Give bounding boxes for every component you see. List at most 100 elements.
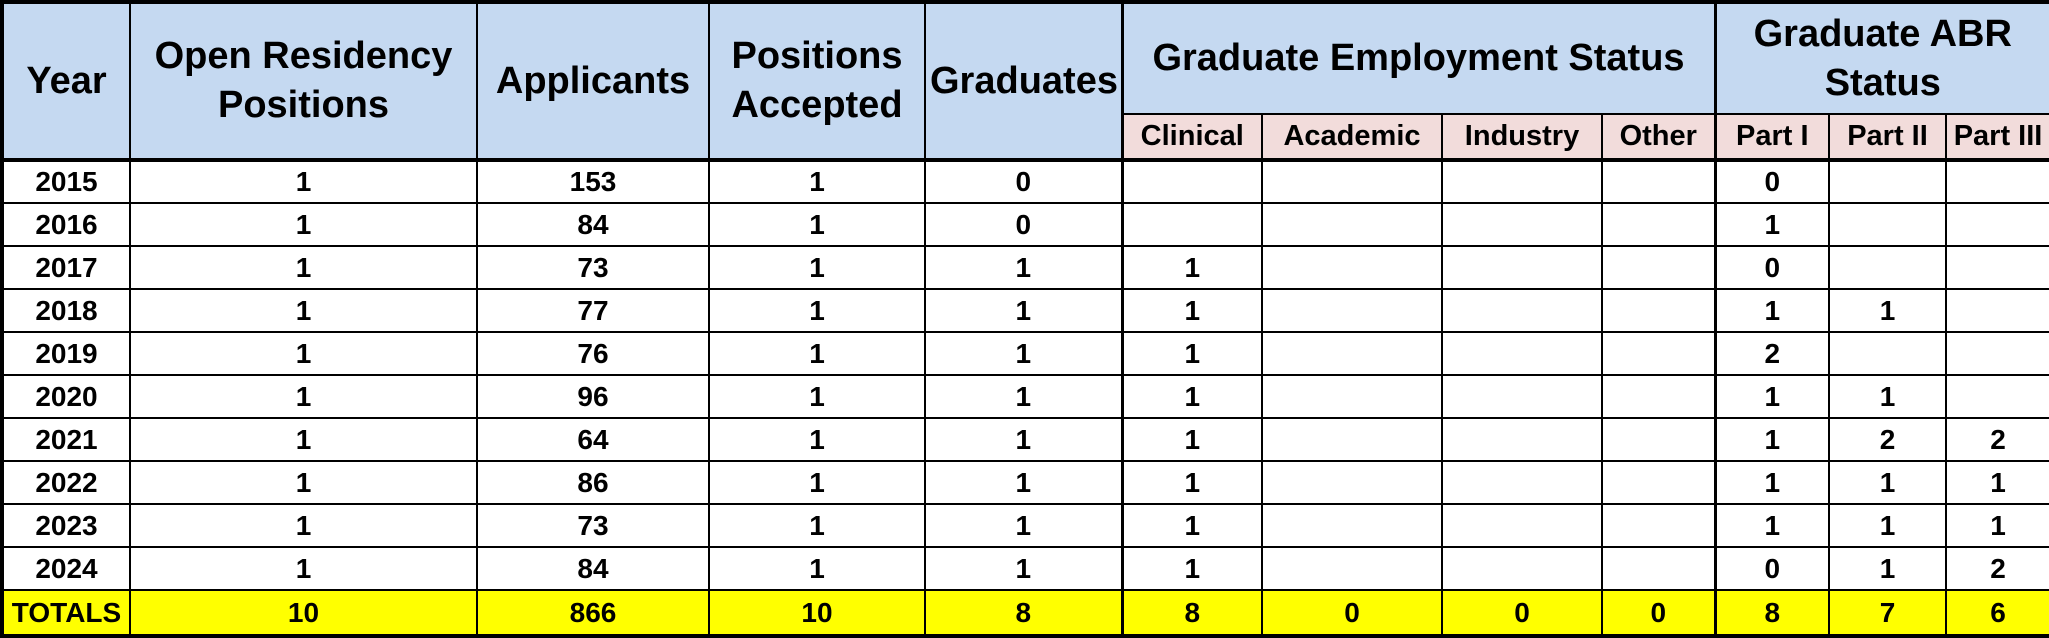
value-cell: 1 bbox=[1713, 374, 1830, 419]
year-cell: 2015 bbox=[1, 159, 131, 204]
year-cell: 2019 bbox=[1, 331, 131, 376]
value-cell: 1 bbox=[924, 460, 1123, 505]
value-cell: 1 bbox=[924, 288, 1123, 333]
value-cell: 1 bbox=[129, 374, 478, 419]
value-cell: 1 bbox=[708, 503, 926, 548]
col-header-open-positions: Open Residency Positions bbox=[129, 1, 478, 162]
value-cell: 1 bbox=[708, 245, 926, 290]
value-cell bbox=[1601, 460, 1716, 505]
value-cell: 84 bbox=[476, 546, 710, 591]
value-cell: 73 bbox=[476, 503, 710, 548]
value-cell: 1 bbox=[1120, 460, 1263, 505]
value-cell bbox=[1828, 245, 1947, 290]
value-cell bbox=[1441, 374, 1603, 419]
table-row: 2018 1 77 1 1 1 1 1 bbox=[1, 288, 2049, 333]
table-row: 2024 1 84 1 1 1 0 1 2 bbox=[1, 546, 2049, 591]
table-body: 2015 1 153 1 0 0 2016 1 84 1 0 1 2017 1 73 1 1 1 0 2018 1 77 1… bbox=[1, 159, 2049, 637]
value-cell bbox=[1261, 460, 1443, 505]
value-cell: 1 bbox=[129, 546, 478, 591]
value-cell bbox=[1601, 331, 1716, 376]
totals-cell: 0 bbox=[1601, 589, 1716, 637]
value-cell: 0 bbox=[924, 202, 1123, 247]
value-cell bbox=[1601, 503, 1716, 548]
value-cell: 1 bbox=[708, 288, 926, 333]
value-cell: 1 bbox=[129, 288, 478, 333]
value-cell bbox=[1601, 374, 1716, 419]
table-row: 2023 1 73 1 1 1 1 1 1 bbox=[1, 503, 2049, 548]
col-header-academic: Academic bbox=[1261, 113, 1443, 162]
value-cell: 86 bbox=[476, 460, 710, 505]
table-header: Year Open Residency Positions Applicants… bbox=[1, 1, 2049, 162]
value-cell: 1 bbox=[1828, 460, 1947, 505]
table-row: 2017 1 73 1 1 1 0 bbox=[1, 245, 2049, 290]
value-cell bbox=[1441, 331, 1603, 376]
value-cell bbox=[1828, 202, 1947, 247]
value-cell: 1 bbox=[1828, 288, 1947, 333]
value-cell: 0 bbox=[924, 159, 1123, 204]
value-cell bbox=[1261, 245, 1443, 290]
value-cell: 1 bbox=[708, 202, 926, 247]
value-cell: 1 bbox=[924, 331, 1123, 376]
value-cell bbox=[1944, 159, 2049, 204]
value-cell: 1 bbox=[1713, 288, 1830, 333]
value-cell: 1 bbox=[924, 374, 1123, 419]
table-row: 2021 1 64 1 1 1 1 2 2 bbox=[1, 417, 2049, 462]
value-cell bbox=[1261, 331, 1443, 376]
value-cell: 1 bbox=[1713, 417, 1830, 462]
table-row: 2022 1 86 1 1 1 1 1 1 bbox=[1, 460, 2049, 505]
col-header-part2: Part II bbox=[1828, 113, 1947, 162]
value-cell: 1 bbox=[129, 503, 478, 548]
value-cell bbox=[1944, 202, 2049, 247]
table-row: 2020 1 96 1 1 1 1 1 bbox=[1, 374, 2049, 419]
value-cell bbox=[1828, 331, 1947, 376]
value-cell: 1 bbox=[1944, 503, 2049, 548]
value-cell: 76 bbox=[476, 331, 710, 376]
totals-cell: 10 bbox=[708, 589, 926, 637]
col-header-graduates: Graduates bbox=[924, 1, 1123, 162]
value-cell bbox=[1441, 546, 1603, 591]
value-cell: 84 bbox=[476, 202, 710, 247]
value-cell: 2 bbox=[1713, 331, 1830, 376]
value-cell: 1 bbox=[924, 503, 1123, 548]
year-cell: 2018 bbox=[1, 288, 131, 333]
col-header-part1: Part I bbox=[1713, 113, 1830, 162]
value-cell: 1 bbox=[1120, 503, 1263, 548]
value-cell: 1 bbox=[708, 374, 926, 419]
value-cell bbox=[1441, 460, 1603, 505]
value-cell bbox=[1261, 546, 1443, 591]
col-header-industry: Industry bbox=[1441, 113, 1603, 162]
table-row: 2019 1 76 1 1 1 2 bbox=[1, 331, 2049, 376]
header-row-sub: Clinical Academic Industry Other Part I … bbox=[2, 113, 2049, 162]
totals-cell: 8 bbox=[1713, 589, 1830, 637]
value-cell: 96 bbox=[476, 374, 710, 419]
value-cell: 1 bbox=[708, 546, 926, 591]
year-cell: 2023 bbox=[1, 503, 131, 548]
value-cell bbox=[1261, 159, 1443, 204]
value-cell bbox=[1441, 288, 1603, 333]
value-cell bbox=[1601, 546, 1716, 591]
value-cell bbox=[1601, 417, 1716, 462]
value-cell: 1 bbox=[708, 159, 926, 204]
value-cell: 2 bbox=[1828, 417, 1947, 462]
col-header-applicants: Applicants bbox=[476, 1, 710, 162]
value-cell: 1 bbox=[1120, 288, 1263, 333]
value-cell: 1 bbox=[129, 331, 478, 376]
value-cell: 1 bbox=[1713, 202, 1830, 247]
value-cell bbox=[1120, 159, 1263, 204]
group-header-employment-status: Graduate Employment Status bbox=[1120, 1, 1716, 115]
value-cell: 0 bbox=[1713, 245, 1830, 290]
value-cell: 64 bbox=[476, 417, 710, 462]
value-cell: 1 bbox=[1120, 417, 1263, 462]
year-cell: 2024 bbox=[1, 546, 131, 591]
value-cell: 1 bbox=[129, 417, 478, 462]
col-header-part3: Part III bbox=[1944, 113, 2049, 162]
totals-cell: 10 bbox=[129, 589, 478, 637]
totals-label: TOTALS bbox=[1, 589, 131, 637]
value-cell: 77 bbox=[476, 288, 710, 333]
year-cell: 2021 bbox=[1, 417, 131, 462]
value-cell: 1 bbox=[708, 460, 926, 505]
totals-cell: 6 bbox=[1944, 589, 2049, 637]
value-cell bbox=[1441, 159, 1603, 204]
value-cell bbox=[1261, 503, 1443, 548]
col-header-other: Other bbox=[1601, 113, 1716, 162]
